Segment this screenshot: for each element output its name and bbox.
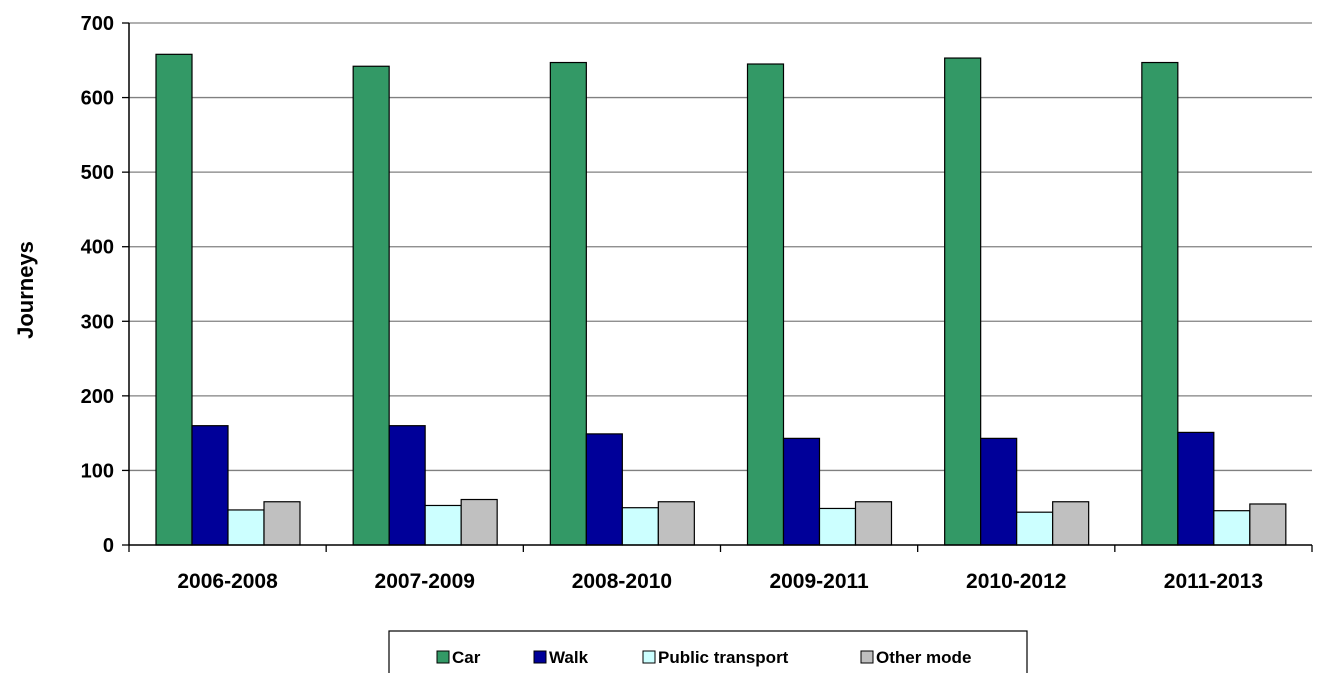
bar-public-transport: [424, 504, 462, 546]
bar-walk: [388, 425, 426, 546]
legend-label: Other mode: [876, 648, 971, 667]
bar-car: [549, 61, 587, 546]
bar-car: [1141, 61, 1179, 546]
bar-other-mode: [1249, 503, 1287, 546]
bar-walk: [980, 437, 1018, 546]
bar-walk: [1177, 431, 1215, 546]
x-tick-label: 2011-2013: [1164, 570, 1263, 593]
y-tick-label: 100: [81, 460, 114, 482]
legend-swatch: [860, 650, 874, 664]
y-tick-label: 600: [81, 88, 114, 110]
y-axis-label: Journeys: [13, 241, 38, 339]
bar-public-transport: [818, 507, 857, 546]
bars: [155, 53, 1287, 546]
x-tick-label: 2006-2008: [177, 570, 278, 593]
bar-walk: [585, 433, 623, 546]
y-tick-label: 300: [81, 311, 114, 333]
legend-label: Public transport: [658, 648, 789, 667]
bar-walk: [191, 425, 229, 546]
bar-other-mode: [263, 501, 301, 546]
bar-public-transport: [1016, 511, 1054, 546]
y-tick-label: 500: [81, 162, 114, 184]
y-tick-labels: 0 100 200 300 400 500 600 700: [81, 13, 114, 557]
bar-other-mode: [1052, 501, 1090, 546]
bar-walk: [782, 437, 821, 546]
legend: Car Walk Public transport Other mode: [388, 630, 1028, 673]
bar-car: [944, 57, 982, 546]
bar-public-transport: [227, 509, 265, 546]
legend-swatch: [642, 650, 656, 664]
legend-swatch: [533, 650, 547, 664]
bar-other-mode: [854, 501, 893, 546]
x-tick-label: 2007-2009: [375, 570, 475, 593]
bar-car: [155, 53, 193, 546]
gridlines: [129, 22, 1312, 472]
bar-public-transport: [621, 507, 659, 546]
legend-label: Car: [452, 648, 481, 667]
y-tick-label: 700: [81, 13, 114, 35]
bar-other-mode: [460, 498, 498, 546]
bar-car: [746, 63, 785, 546]
y-tick-label: 200: [81, 386, 114, 408]
bar-public-transport: [1213, 510, 1251, 546]
x-tick-label: 2008-2010: [572, 570, 672, 593]
x-tick-labels: 2006-2008 2007-2009 2008-2010 2009-2011 2010…: [177, 570, 1263, 593]
bar-car: [352, 65, 390, 546]
x-tick-label: 2009-2011: [769, 570, 869, 593]
bar-other-mode: [657, 501, 695, 546]
y-tick-label: 0: [103, 535, 114, 557]
axes: [122, 22, 1313, 552]
legend-label: Walk: [549, 648, 589, 667]
x-tick-label: 2010-2012: [966, 570, 1066, 593]
y-tick-label: 400: [81, 237, 114, 259]
legend-box: [388, 630, 1028, 673]
legend-swatch: [436, 650, 450, 664]
